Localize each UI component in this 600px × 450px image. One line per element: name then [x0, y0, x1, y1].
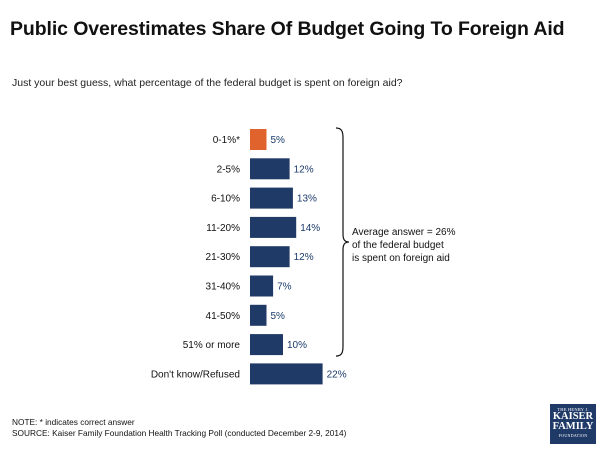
chart-title: Public Overestimates Share Of Budget Goi… — [10, 18, 565, 40]
annotation-line-1: Average answer = 26% — [352, 227, 456, 238]
bar-3 — [250, 216, 297, 238]
footnote: NOTE: * indicates correct answer SOURCE:… — [12, 417, 346, 439]
average-annotation: Average answer = 26% of the federal budg… — [352, 226, 456, 265]
bar-1 — [250, 158, 290, 180]
category-label-5: 31-40% — [206, 282, 241, 293]
category-label-3: 11-20% — [206, 223, 240, 234]
logo-line-2: KAISER — [552, 411, 594, 422]
category-label-0: 0-1%* — [213, 135, 240, 146]
value-label-3: 14% — [300, 223, 320, 234]
bar-0 — [250, 129, 267, 150]
bar-6 — [250, 304, 267, 326]
category-label-1: 2-5% — [217, 164, 240, 175]
value-label-7: 10% — [287, 340, 307, 351]
kff-logo: THE HENRY J. KAISER FAMILY FOUNDATION — [550, 404, 596, 444]
category-label-4: 21-30% — [206, 252, 241, 263]
value-label-6: 5% — [271, 311, 286, 322]
logo-line-1: THE HENRY J. — [557, 407, 589, 412]
logo-line-3: FAMILY — [552, 421, 594, 432]
logo-line-4: FOUNDATION — [558, 433, 588, 438]
average-brace — [335, 127, 350, 357]
note-text: NOTE: * indicates correct answer — [12, 417, 135, 427]
category-label-2: 6-10% — [211, 194, 240, 205]
chart-question: Just your best guess, what percentage of… — [12, 77, 403, 89]
value-label-1: 12% — [294, 164, 314, 175]
bar-4 — [250, 246, 290, 268]
source-text: SOURCE: Kaiser Family Foundation Health … — [12, 428, 347, 438]
bar-7 — [250, 334, 283, 356]
category-label-7: 51% or more — [183, 340, 241, 351]
value-label-0: 5% — [271, 135, 286, 146]
annotation-line-3: is spent on foreign aid — [352, 253, 450, 264]
value-label-2: 13% — [297, 194, 317, 205]
category-label-8: Don't know/Refused — [151, 369, 240, 380]
value-label-8: 22% — [327, 369, 347, 380]
bar-8 — [250, 363, 323, 385]
annotation-line-2: of the federal budget — [352, 240, 444, 251]
value-label-4: 12% — [294, 252, 314, 263]
category-label-6: 41-50% — [206, 311, 241, 322]
bar-2 — [250, 187, 293, 209]
bar-5 — [250, 275, 274, 297]
value-label-5: 7% — [277, 282, 292, 293]
